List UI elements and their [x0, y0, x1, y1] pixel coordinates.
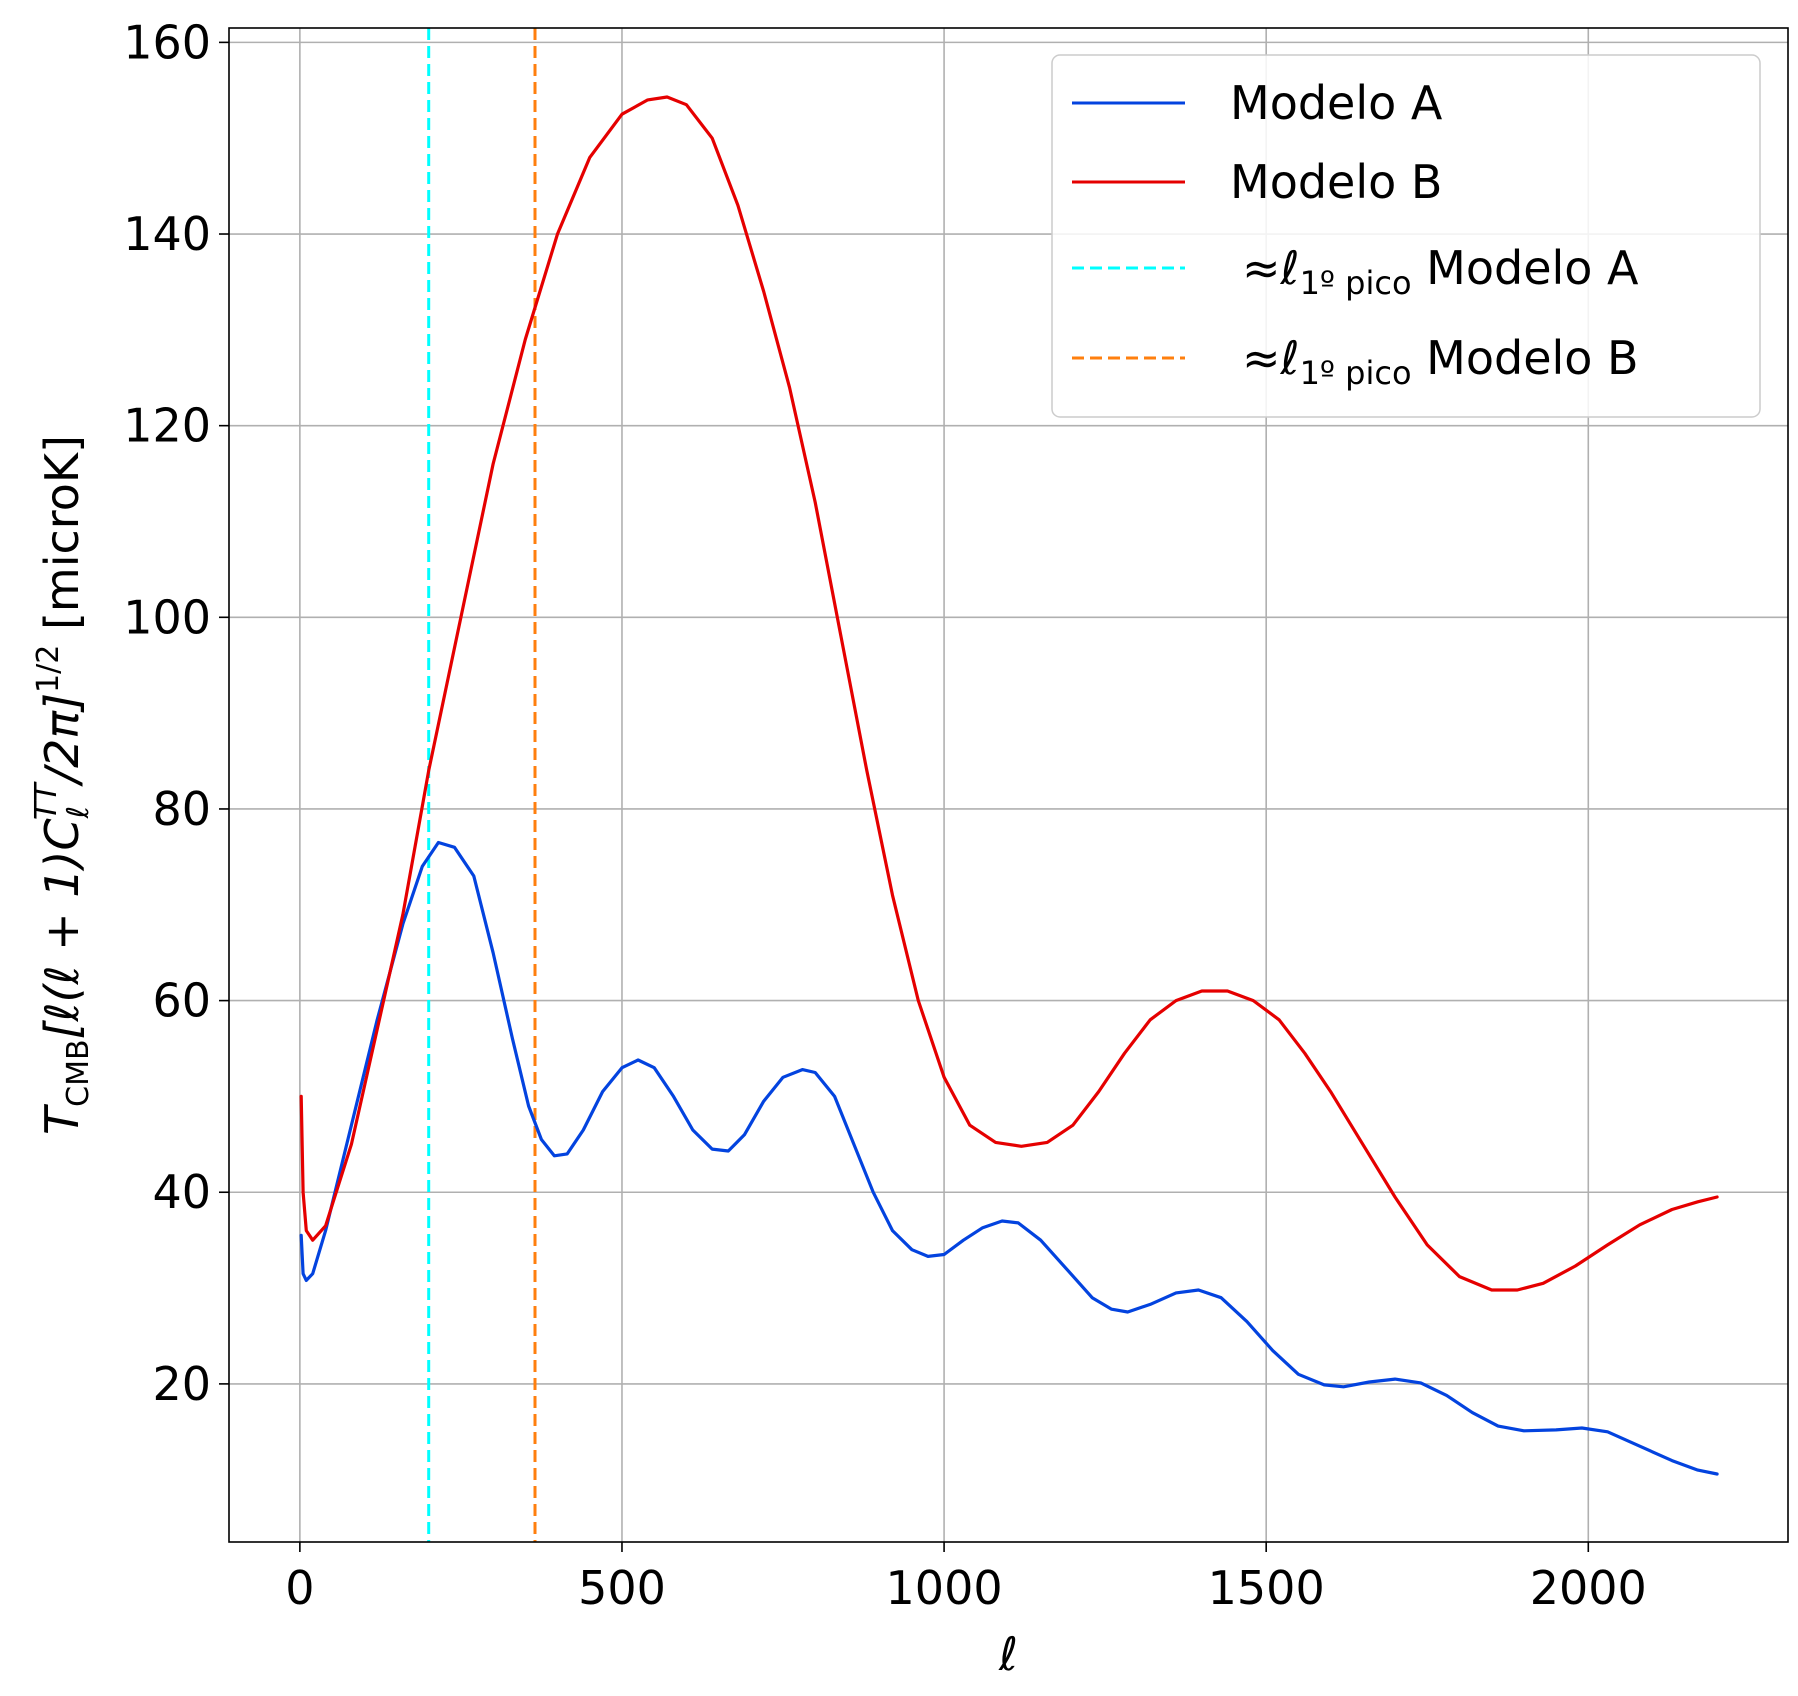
y-tick-label-100: 100: [123, 590, 211, 644]
ylabel-c-sup: TT: [29, 781, 64, 820]
x-axis-label: ℓ: [998, 1627, 1018, 1681]
legend: Modelo A Modelo B ≈ℓ1º pico Modelo A ≈ℓ1…: [1051, 54, 1761, 418]
y-ticks: 20 40 60 80 100 120 140 160: [123, 15, 229, 1411]
ylabel-prefix-sub: CMB: [61, 1039, 96, 1106]
ylabel-prefix: T: [35, 1103, 89, 1135]
x-tick-label-2000: 2000: [1530, 1561, 1647, 1615]
legend-box: [1051, 54, 1761, 418]
x-tick-label-0: 0: [285, 1561, 314, 1615]
legend-label-modelo-b: Modelo B: [1230, 155, 1442, 209]
x-ticks: 0 500 1000 1500 2000: [285, 1542, 1647, 1615]
series-line-0: [299, 840, 1719, 1476]
legend-label-modelo-a: Modelo A: [1230, 76, 1443, 130]
ylabel-tail-sup: 1/2: [31, 645, 66, 693]
y-tick-label-20: 20: [152, 1357, 211, 1411]
series-line-1: [299, 95, 1719, 1292]
x-tick-label-1000: 1000: [886, 1561, 1003, 1615]
y-tick-label-60: 60: [152, 974, 211, 1028]
ylabel-tail: /2π]: [35, 693, 89, 787]
y-tick-label-160: 160: [123, 15, 211, 69]
legend-peak-b-ell: ℓ: [1280, 331, 1300, 385]
legend-peak-a-ell: ℓ: [1280, 241, 1300, 295]
x-tick-label-500: 500: [578, 1561, 666, 1615]
legend-label-peak-a: ≈ℓ1º pico Modelo A: [1242, 241, 1639, 302]
legend-peak-a-sub: 1º pico: [1300, 264, 1412, 302]
legend-label-peak-b: ≈ℓ1º pico Modelo B: [1242, 331, 1639, 392]
legend-peak-a-tail: Modelo A: [1412, 241, 1640, 295]
y-tick-label-80: 80: [152, 782, 211, 836]
vertical-lines: [427, 28, 537, 1542]
legend-peak-a-approx: ≈: [1242, 241, 1281, 295]
y-tick-label-40: 40: [152, 1165, 211, 1219]
grid: [229, 28, 1788, 1542]
y-tick-label-120: 120: [123, 399, 211, 453]
ylabel-body: [ℓ(ℓ + 1)C: [35, 818, 89, 1039]
ylabel-c-sub: ℓ: [61, 806, 96, 819]
ylabel-unit: [microK]: [35, 435, 89, 645]
y-tick-label-140: 140: [123, 207, 211, 261]
y-axis-label: TCMB[ℓ(ℓ + 1)CℓTT/2π]1/2 [microK]: [29, 435, 96, 1135]
legend-peak-b-approx: ≈: [1242, 331, 1281, 385]
x-tick-label-1500: 1500: [1208, 1561, 1325, 1615]
legend-peak-b-sub: 1º pico: [1300, 354, 1412, 392]
axes-frame: [228, 27, 1789, 1543]
legend-peak-b-tail: Modelo B: [1412, 331, 1639, 385]
series-lines: [299, 95, 1719, 1476]
